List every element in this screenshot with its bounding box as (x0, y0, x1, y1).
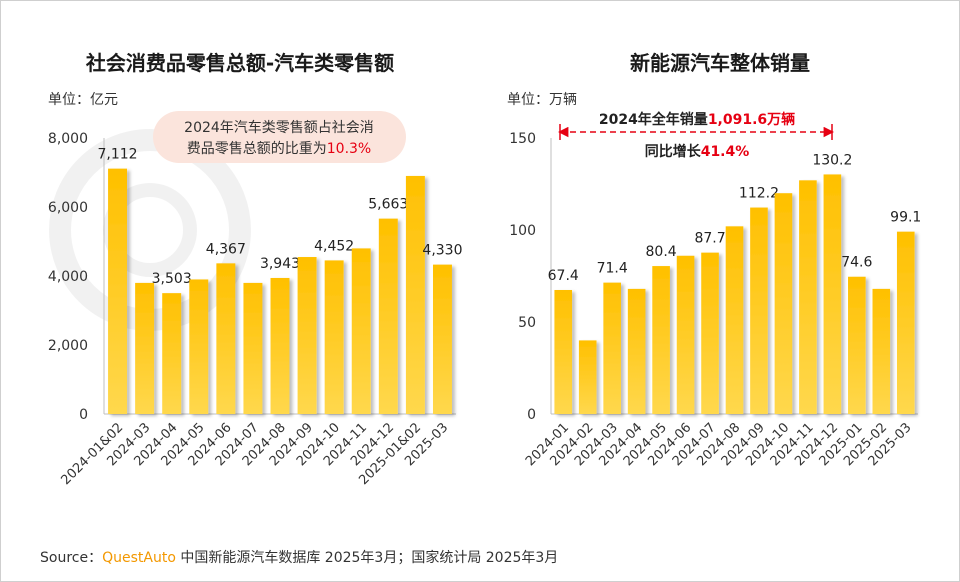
right-unit-label: 单位：万辆 (507, 92, 577, 108)
source-line: Source：QuestAuto 中国新能源汽车数据库 2025年3月；国家统计… (40, 547, 558, 567)
right-annotation-line2-prefix: 同比增长 (645, 143, 702, 160)
right-ytick-label: 100 (509, 223, 536, 239)
right-data-label: 87.7 (694, 231, 725, 247)
left-bar (351, 248, 371, 414)
right-bar (554, 289, 573, 414)
right-bar (823, 174, 842, 414)
left-data-label: 4,367 (206, 241, 246, 257)
right-annotation: 2024年全年销量1,091.6万辆 同比增长41.4% (557, 111, 835, 160)
right-data-label: 74.6 (841, 255, 872, 271)
right-bar (848, 276, 866, 414)
left-annotation-line2: 费品零售总额的比重为10.3% (187, 141, 371, 157)
source-text: 中国新能源汽车数据库 2025年3月；国家统计局 2025年3月 (175, 550, 559, 566)
right-bar (603, 282, 621, 414)
left-data-label: 4,452 (314, 238, 354, 254)
right-bar (896, 231, 915, 414)
left-data-label: 3,943 (260, 256, 300, 272)
right-data-label: 67.4 (548, 268, 579, 284)
left-ytick-label: 0 (79, 407, 88, 423)
left-data-label: 3,503 (152, 271, 192, 287)
left-bar (378, 218, 398, 414)
right-bar (725, 226, 744, 414)
left-annotation-line2-prefix: 费品零售总额的比重为 (187, 141, 327, 157)
left-bar (324, 260, 344, 414)
right-bar (676, 255, 695, 414)
right-bar (750, 207, 768, 414)
right-bar (578, 340, 597, 414)
left-bar (135, 282, 155, 414)
left-bar (405, 175, 425, 414)
left-data-label: 7,112 (97, 147, 137, 163)
right-bar (701, 252, 719, 414)
left-bar (432, 264, 452, 414)
right-ytick-label: 50 (518, 315, 536, 331)
left-chart-title: 社会消费品零售总额-汽车类零售额 (85, 51, 394, 75)
left-bar (243, 282, 263, 414)
right-annotation-line2-highlight: 41.4% (701, 144, 750, 160)
left-bar (270, 277, 290, 414)
left-annotation: 2024年汽车类零售额占社会消 费品零售总额的比重为10.3% (153, 111, 406, 163)
left-bar (108, 168, 128, 414)
source-prefix: Source： (40, 550, 103, 566)
right-annotation-line1-prefix: 2024年全年销量 (599, 111, 708, 128)
right-bars: 67.4 71.4 80.4 87.7 112.2 130.2 74.6 99.1 (548, 152, 921, 414)
right-annotation-line2: 同比增长41.4% (645, 143, 750, 160)
right-chart-title: 新能源汽车整体销量 (630, 51, 810, 75)
right-bar (872, 288, 891, 414)
left-bar (162, 293, 182, 414)
left-ytick-label: 4,000 (48, 269, 88, 285)
right-annotation-line1: 2024年全年销量1,091.6万辆 (599, 111, 795, 128)
right-data-label: 112.2 (739, 186, 779, 202)
left-annotation-bg (153, 111, 406, 163)
left-data-label: 5,663 (368, 197, 408, 213)
left-bar (216, 263, 236, 414)
right-bar (799, 180, 817, 414)
right-data-label: 71.4 (597, 261, 628, 277)
right-data-label: 99.1 (890, 210, 921, 226)
left-bars: 7,112 3,503 4,367 3,943 4,452 5,663 4,330 (97, 147, 463, 414)
left-annotation-line1: 2024年汽车类零售额占社会消 (184, 119, 374, 136)
right-data-label: 130.2 (812, 152, 852, 168)
right-bar (652, 266, 670, 414)
right-bar (774, 193, 793, 414)
left-ytick-label: 2,000 (48, 338, 88, 354)
left-annotation-highlight: 10.3% (327, 141, 371, 157)
left-data-label: 4,330 (422, 243, 462, 259)
left-axis: 02,0004,0006,0008,0002024-01&022024-0320… (48, 131, 456, 488)
right-ytick-label: 0 (527, 407, 536, 423)
right-annotation-line1-highlight: 1,091.6万辆 (708, 111, 795, 128)
left-ytick-label: 6,000 (48, 200, 88, 216)
left-bar (297, 257, 317, 414)
left-ytick-label: 8,000 (48, 131, 88, 147)
left-bar (189, 279, 209, 414)
left-unit-label: 单位：亿元 (48, 92, 118, 108)
right-data-label: 80.4 (646, 244, 677, 260)
right-ytick-label: 150 (509, 131, 536, 147)
source-brand: QuestAuto (102, 550, 176, 566)
right-bar (627, 288, 646, 414)
